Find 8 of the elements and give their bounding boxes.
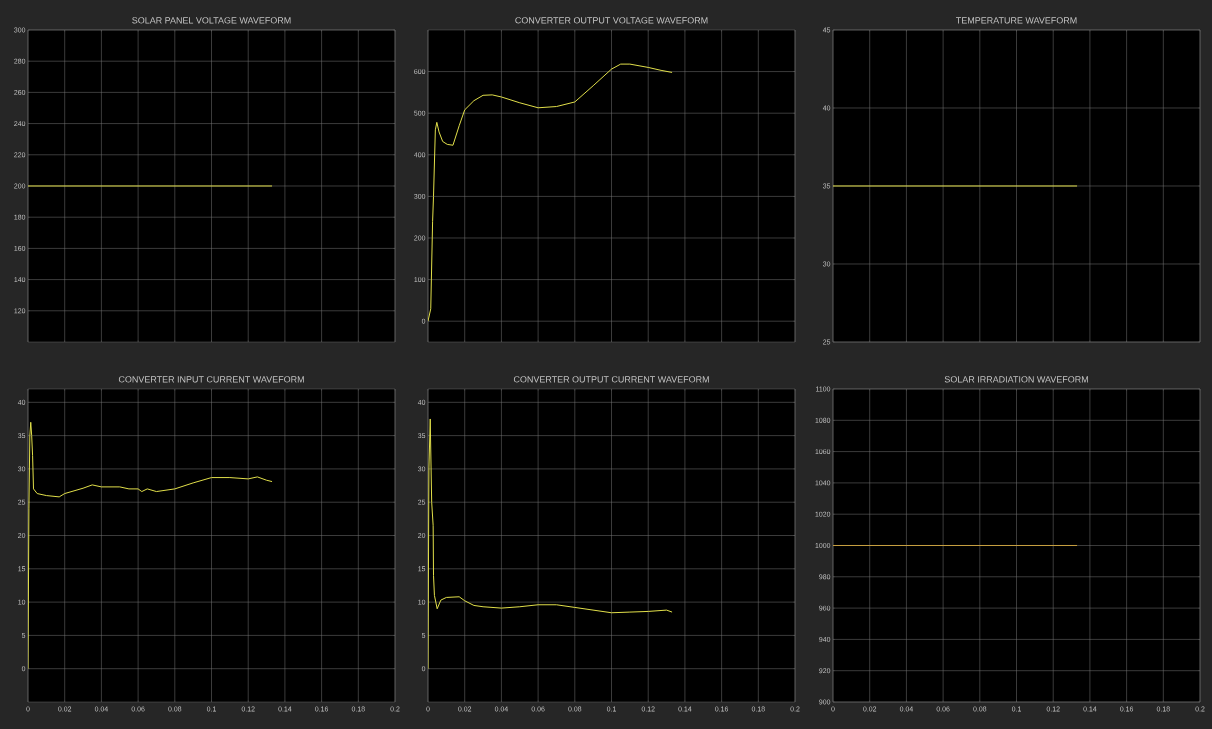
- chart-title: CONVERTER OUTPUT CURRENT WAVEFORM: [513, 376, 709, 383]
- line-series: [428, 63, 673, 322]
- chart-title: CONVERTER INPUT CURRENT WAVEFORM: [118, 376, 304, 383]
- line-series: [28, 421, 273, 670]
- chart-title: CONVERTER OUTPUT VOLTAGE WAVEFORM: [515, 17, 708, 24]
- chart-title: SOLAR IRRADIATION WAVEFORM: [944, 376, 1088, 383]
- chart-title: SOLAR PANEL VOLTAGE WAVEFORM: [132, 17, 291, 24]
- chart-title: TEMPERATURE WAVEFORM: [956, 17, 1077, 24]
